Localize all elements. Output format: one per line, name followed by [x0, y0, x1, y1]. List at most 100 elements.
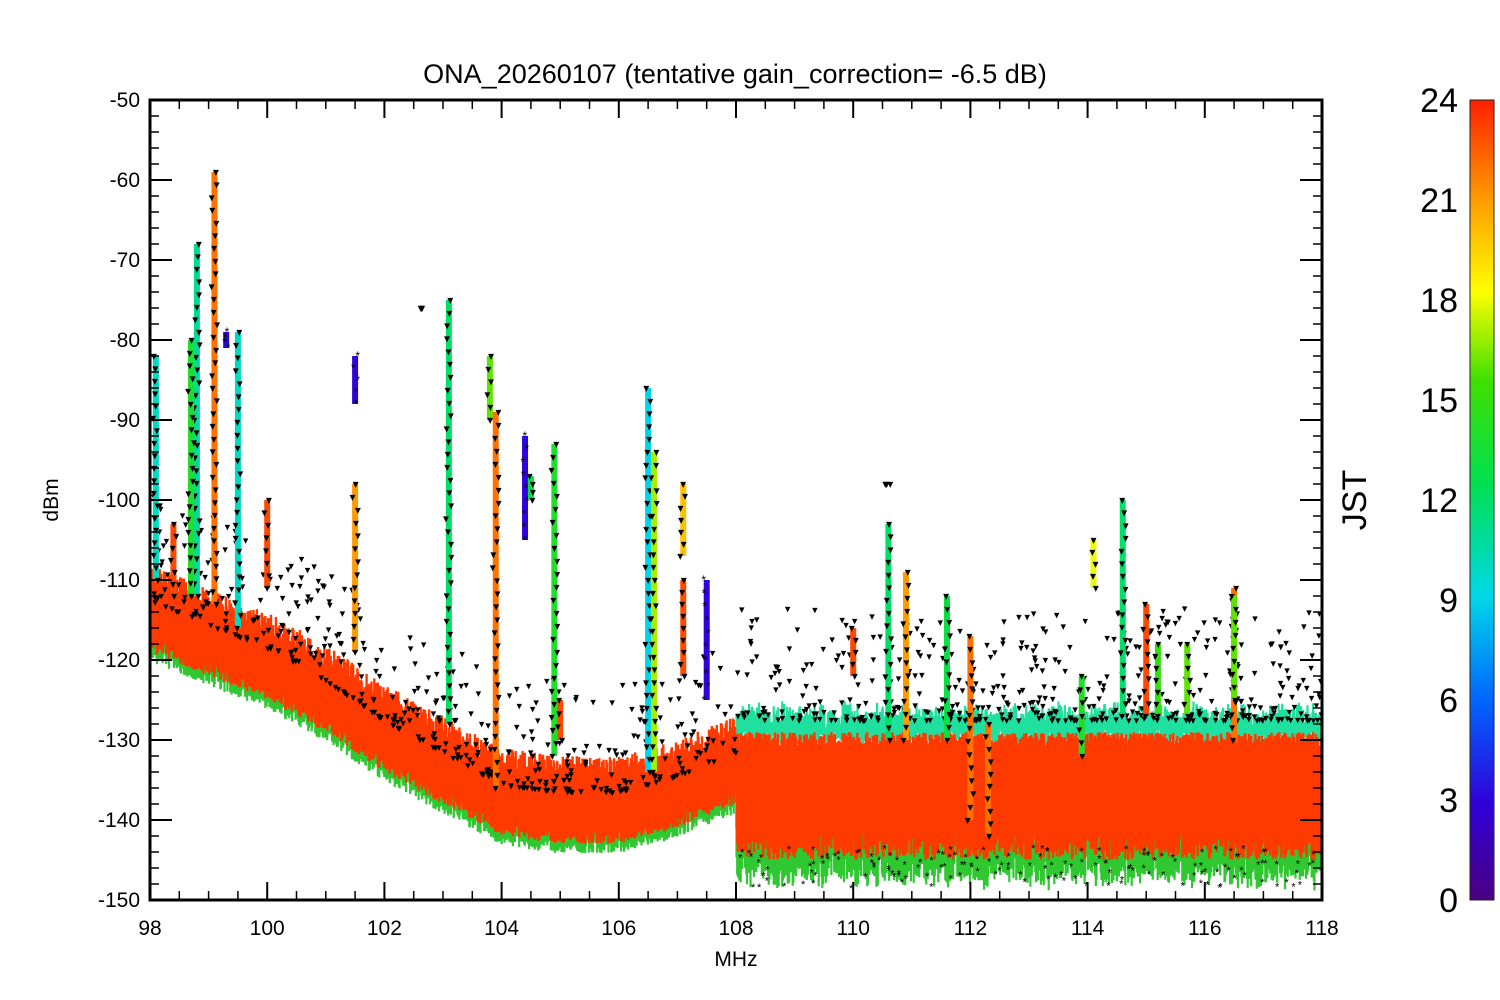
outlier-marker: ▾ [645, 779, 651, 791]
signal-marker: ▾ [191, 435, 197, 449]
outlier-marker: ▾ [318, 672, 324, 684]
outlier-marker: ▾ [565, 760, 571, 772]
signal-marker: ▾ [1119, 493, 1125, 507]
signal-marker: ▾ [234, 492, 240, 506]
outlier-marker: ▾ [722, 709, 728, 721]
signal-marker: ▾ [446, 666, 452, 680]
signal-marker: ▾ [194, 438, 200, 452]
outlier-marker: ▾ [639, 702, 645, 714]
outlier-marker: ▾ [1252, 700, 1258, 712]
outlier-marker: ▾ [415, 710, 421, 722]
signal-spike: ▾▾▾▾▾▾▾▾▾▾▾▾▾▾▾▾▾▾▾▾▾ [185, 333, 197, 603]
outlier-marker: ▾ [1292, 702, 1298, 714]
outlier-marker: ▾ [203, 596, 209, 608]
outlier-marker: ▾ [286, 608, 292, 620]
outlier-marker: * [836, 849, 841, 861]
outlier-marker: ▾ [896, 673, 902, 685]
outlier-marker: * [1219, 882, 1224, 894]
outlier-marker: ▾ [892, 707, 898, 719]
outlier-marker: ▾ [551, 786, 557, 798]
signal-spike: ▾▾▾▾▾▾ [484, 349, 494, 427]
signal-marker: ▾ [682, 489, 688, 503]
outlier-marker: ▾ [574, 691, 580, 703]
outlier-marker: ▾ [430, 742, 436, 754]
outlier-marker: ▾ [809, 659, 815, 671]
outlier-marker: ▾ [266, 624, 272, 636]
signal-marker: ▾ [677, 549, 683, 563]
outlier-marker: ▾ [1223, 715, 1229, 727]
outlier-marker: ▾ [1016, 612, 1022, 624]
outlier-marker: ▾ [254, 634, 260, 646]
outlier-marker: ▾ [1247, 701, 1253, 713]
outlier-marker: ▾ [426, 672, 432, 684]
outlier-marker: ▾ [1164, 616, 1170, 628]
signal-marker: ▾ [1231, 654, 1237, 668]
outlier-marker: ▾ [682, 729, 688, 741]
signal-marker: ▾ [652, 573, 658, 587]
outlier-marker: ▾ [258, 594, 264, 606]
outlier-marker: * [925, 871, 930, 883]
outlier-marker: ▾ [1024, 612, 1030, 624]
outlier-marker: ▾ [1147, 627, 1153, 639]
outlier-marker: ▾ [1000, 634, 1006, 646]
outlier-marker: ▾ [417, 734, 423, 746]
outlier-marker: * [1097, 845, 1102, 857]
outlier-marker: ▾ [1173, 678, 1179, 690]
outlier-marker: ▾ [677, 758, 683, 770]
signal-spike: ▾▾▾▾▾▾▾▾▾ [1229, 589, 1239, 707]
signal-marker: ▾ [1076, 722, 1082, 736]
outlier-marker: ▾ [1163, 619, 1169, 631]
outlier-marker: ▾ [359, 688, 365, 700]
outlier-marker: * [1050, 860, 1055, 872]
outlier-marker: ▾ [731, 745, 737, 757]
signal-spike: ▾▾▾▾▾▾▾▾▾▾▾▾▾▾ [349, 477, 361, 659]
outlier-marker: ▾ [812, 714, 818, 726]
outlier-marker: * [1199, 861, 1204, 873]
signal-marker: ▾ [642, 714, 648, 728]
outlier-marker: ▾ [197, 610, 203, 622]
signal-marker: ▾ [232, 595, 238, 609]
signal-marker: ▾ [352, 593, 358, 607]
outlier-marker: ▾ [551, 776, 557, 788]
outlier-marker: ▾ [817, 696, 823, 708]
outlier-marker: ▾ [806, 700, 812, 712]
signal-marker: ▾ [1119, 620, 1125, 634]
outlier-marker: ▾ [289, 580, 295, 592]
y-tick-label: -150 [98, 889, 140, 912]
signal-marker: ▾ [195, 589, 201, 603]
outlier-marker: ▾ [1314, 700, 1320, 712]
outlier-marker: ▾ [341, 649, 347, 661]
signal-marker: ▾ [550, 593, 556, 607]
outlier-marker: ▾ [485, 720, 491, 732]
outlier-marker: ▾ [508, 780, 514, 792]
outlier-marker: ▾ [1277, 660, 1283, 672]
outlier-marker: * [916, 863, 921, 875]
outlier-marker: ▾ [390, 692, 396, 704]
signal-marker: ▾ [679, 597, 685, 611]
signal-marker: ▾ [446, 679, 452, 693]
signal-marker: ▾ [444, 332, 450, 346]
outlier-marker: ▾ [298, 639, 304, 651]
signal-marker: ▾ [352, 542, 358, 556]
signal-marker: ▾ [192, 312, 198, 326]
outlier-marker: ▾ [312, 652, 318, 664]
outlier-marker: ▾ [174, 606, 180, 618]
outlier-marker: ▾ [1306, 715, 1312, 727]
outlier-marker: ▾ [772, 668, 778, 680]
outlier-marker: ▾ [971, 686, 977, 698]
outlier-marker: ▾ [532, 784, 538, 796]
outlier-marker: ▾ [293, 656, 299, 668]
outlier-marker: ▾ [889, 696, 895, 708]
outlier-marker: ▾ [294, 597, 300, 609]
outlier-marker: ▾ [543, 776, 549, 788]
outlier-marker: ▾ [1020, 684, 1026, 696]
outlier-marker: ▾ [977, 714, 983, 726]
signal-marker: ▾ [496, 470, 502, 484]
outlier-marker: ▾ [1100, 708, 1106, 720]
outlier-marker: * [895, 855, 900, 867]
signal-marker: ▾ [886, 568, 892, 582]
outlier-marker: ▾ [871, 654, 877, 666]
x-tick-label: 110 [836, 917, 869, 940]
outlier-marker: ▾ [1016, 715, 1022, 727]
outlier-marker: * [1263, 858, 1268, 870]
